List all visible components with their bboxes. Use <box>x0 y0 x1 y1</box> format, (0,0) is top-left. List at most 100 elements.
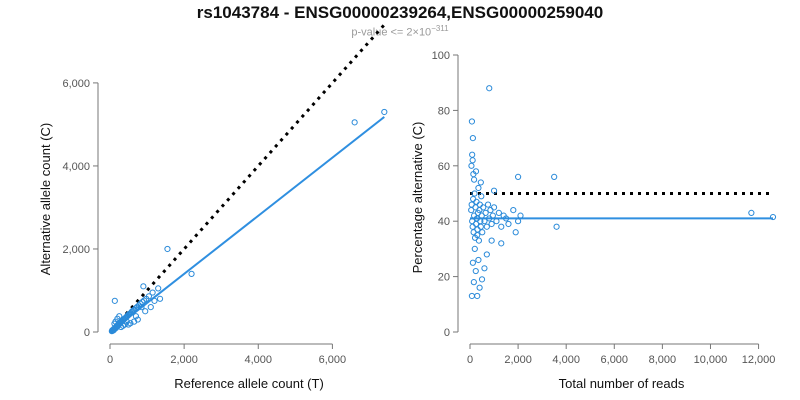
plot2-data-point <box>477 179 484 186</box>
plot2-data-point <box>473 198 480 205</box>
plot1-data-point <box>149 289 156 296</box>
plot1-data-point <box>145 293 153 300</box>
chart-title: rs1043784 - ENSG00000239264,ENSG00000259… <box>196 3 604 22</box>
plot2-data-point <box>476 201 483 208</box>
plot2-y-axis-title: Percentage alternative (C) <box>410 122 425 274</box>
plot2-data-point <box>469 157 476 164</box>
plot1-data-point <box>127 320 134 327</box>
plot2-data-point <box>468 162 475 169</box>
plot2-data-point <box>469 151 476 158</box>
plot2-data-point <box>489 212 496 219</box>
plot1-data-point <box>140 283 147 290</box>
plot2-y-tick-label: 0 <box>444 327 450 339</box>
plot2-x-tick-label: 2,000 <box>504 354 532 366</box>
plot1-data-point <box>134 316 141 323</box>
plot2-data-point <box>498 223 505 230</box>
plot2-data-point <box>483 223 490 230</box>
plot2-data-point <box>487 207 494 214</box>
plot1-data-point <box>164 245 171 253</box>
p-value-text: p-value <= 2×10 <box>351 26 432 39</box>
plot2-data-point <box>468 118 476 125</box>
plot1-data-point <box>188 270 195 277</box>
plot2-data-point <box>481 218 488 225</box>
plot2-data-point <box>512 229 519 236</box>
plot1-data-point <box>132 313 140 320</box>
plot1-y-tick-label: 4,000 <box>62 161 90 173</box>
plot2-data-point <box>470 176 478 183</box>
plot2-data-point <box>477 223 484 230</box>
plot2-data-point <box>471 245 478 252</box>
plot2-data-point <box>495 209 502 216</box>
plot2-y-tick-label: 40 <box>438 216 450 228</box>
plot1-x-tick-label: 6,000 <box>319 354 347 366</box>
plot2-data-point <box>470 279 477 286</box>
plot2-data-point <box>475 256 482 264</box>
plot2-data-point <box>490 204 498 211</box>
plot1-data-point <box>138 303 145 311</box>
plot2-data-point <box>480 204 487 211</box>
plot1-data-point <box>116 313 123 320</box>
chart-subtitle: p-value <= 2×10−311 <box>0 24 800 39</box>
plot1-data-point <box>156 295 164 302</box>
plot2-y-tick-label: 80 <box>438 105 450 117</box>
plot2-data-point <box>514 218 522 225</box>
plot2-data-point <box>478 276 486 283</box>
plot1-fit-line <box>109 116 385 333</box>
plot2-data-point <box>769 213 777 221</box>
p-value-exponent: −311 <box>431 24 449 33</box>
plot2-data-point <box>474 226 481 233</box>
plot2-y-tick-label: 100 <box>432 50 450 62</box>
plot2-data-point <box>517 212 524 219</box>
plot2-data-point <box>490 187 498 194</box>
plot2-data-point <box>476 284 483 291</box>
plot2-x-tick-label: 0 <box>467 354 473 366</box>
plot1-y-tick-label: 6,000 <box>62 78 90 90</box>
plot1-x-tick-label: 4,000 <box>245 354 273 366</box>
plot2-data-point <box>472 267 479 275</box>
plot2-data-point <box>468 292 476 300</box>
plot1-data-point <box>147 303 154 311</box>
plot2-data-point <box>475 184 482 192</box>
plot2-x-tick-label: 4,000 <box>552 354 580 366</box>
plot2-data-point <box>482 209 489 216</box>
plot2-data-point <box>474 292 481 300</box>
plot1-x-tick-label: 2,000 <box>170 354 198 366</box>
plot2-x-tick-label: 8,000 <box>649 354 677 366</box>
plot1-y-axis-title: Alternative allele count (C) <box>38 123 53 275</box>
plot2-data-point <box>551 173 558 180</box>
plot2-x-tick-label: 6,000 <box>601 354 629 366</box>
plot2-data-point <box>479 229 486 236</box>
plot2-data-point <box>470 195 477 203</box>
plot2-data-point <box>469 135 476 142</box>
plot2-data-point <box>469 259 476 266</box>
plot2-x-tick-label: 10,000 <box>694 354 728 366</box>
plot2-data-point <box>505 220 512 228</box>
plot2-data-point <box>510 207 517 214</box>
plot1-data-point <box>151 297 158 304</box>
plot2-data-point <box>488 220 495 228</box>
plot2-data-point <box>478 193 485 200</box>
plot2-data-point <box>475 237 482 244</box>
plot1-data-point <box>111 297 118 304</box>
plot2-data-point <box>488 237 495 244</box>
plot2-data-point <box>469 223 476 230</box>
plot2-data-point <box>472 168 480 175</box>
plot2-data-point <box>748 209 755 216</box>
plot1-reference-line <box>108 23 386 333</box>
plot2-data-point <box>493 218 500 225</box>
plot1-y-tick-label: 2,000 <box>62 244 90 256</box>
plot2-data-point <box>484 201 492 208</box>
plot2-data-point <box>502 215 510 222</box>
plot1-x-axis-title: Reference allele count (T) <box>174 376 324 391</box>
plot2-data-point <box>486 85 493 92</box>
plot1-data-point <box>137 300 144 307</box>
plot2-data-point <box>471 190 478 197</box>
plot2-data-point <box>498 240 505 247</box>
plot1-data-point <box>155 285 162 292</box>
plot2-y-tick-label: 60 <box>438 161 450 173</box>
plot2-x-axis-title: Total number of reads <box>559 376 685 391</box>
plot2-y-tick-label: 20 <box>438 272 450 284</box>
plot1-data-point <box>381 108 388 116</box>
plot2-data-point <box>514 173 522 180</box>
